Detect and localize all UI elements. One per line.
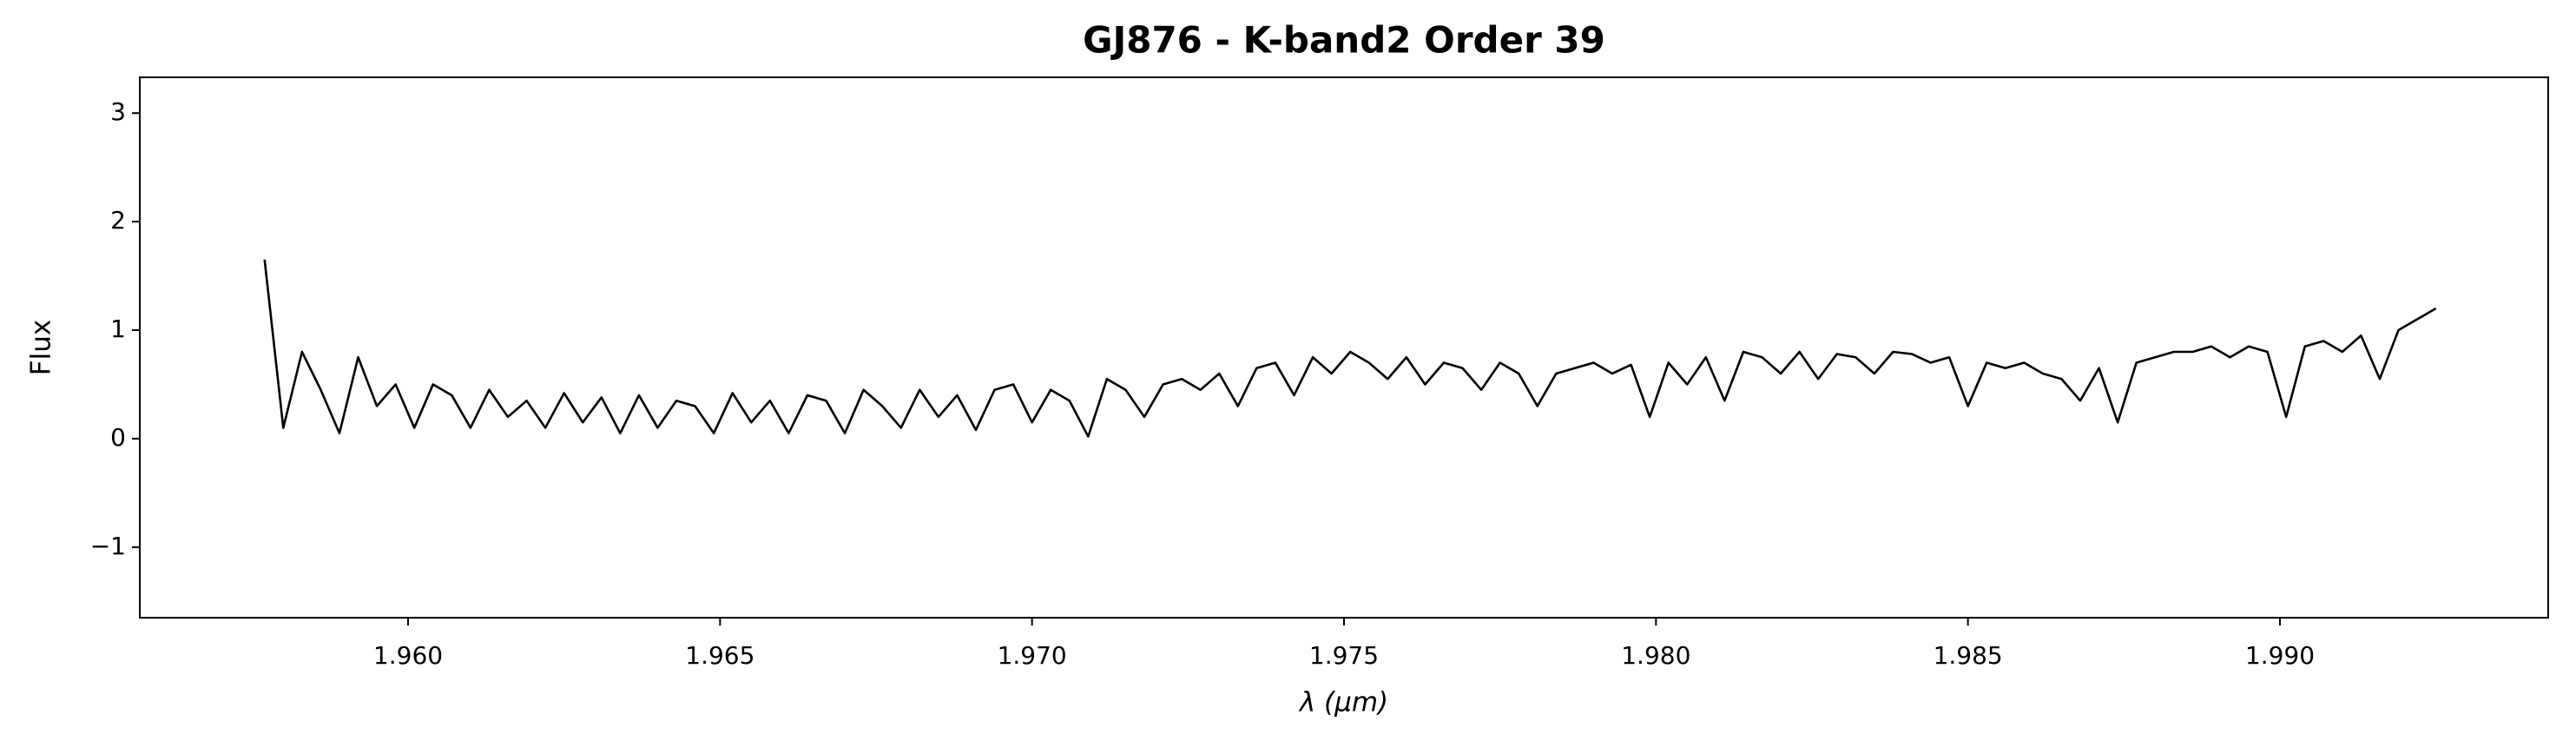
x-tick-label: 1.970 [998, 641, 1067, 670]
y-tick-label: 0 [110, 423, 126, 452]
x-tick-label: 1.990 [2245, 641, 2315, 670]
x-tick-label: 1.975 [1309, 641, 1379, 670]
y-tick-label: −1 [90, 532, 126, 560]
plot-frame [139, 76, 2549, 619]
chart-title: GJ876 - K-band2 Order 39 [1083, 19, 1605, 62]
spectrum-line [263, 259, 2437, 438]
y-tick-label: 2 [110, 206, 126, 235]
y-axis-label: Flux [26, 320, 57, 375]
x-tick-label: 1.985 [1934, 641, 2003, 670]
y-tick-label: 1 [110, 314, 126, 343]
x-tick-label: 1.980 [1621, 641, 1690, 670]
y-tick-label: 3 [110, 97, 126, 126]
x-tick-label: 1.965 [685, 641, 754, 670]
x-axis-label: λ (μm) [1298, 687, 1388, 718]
x-tick-label: 1.960 [373, 641, 443, 670]
